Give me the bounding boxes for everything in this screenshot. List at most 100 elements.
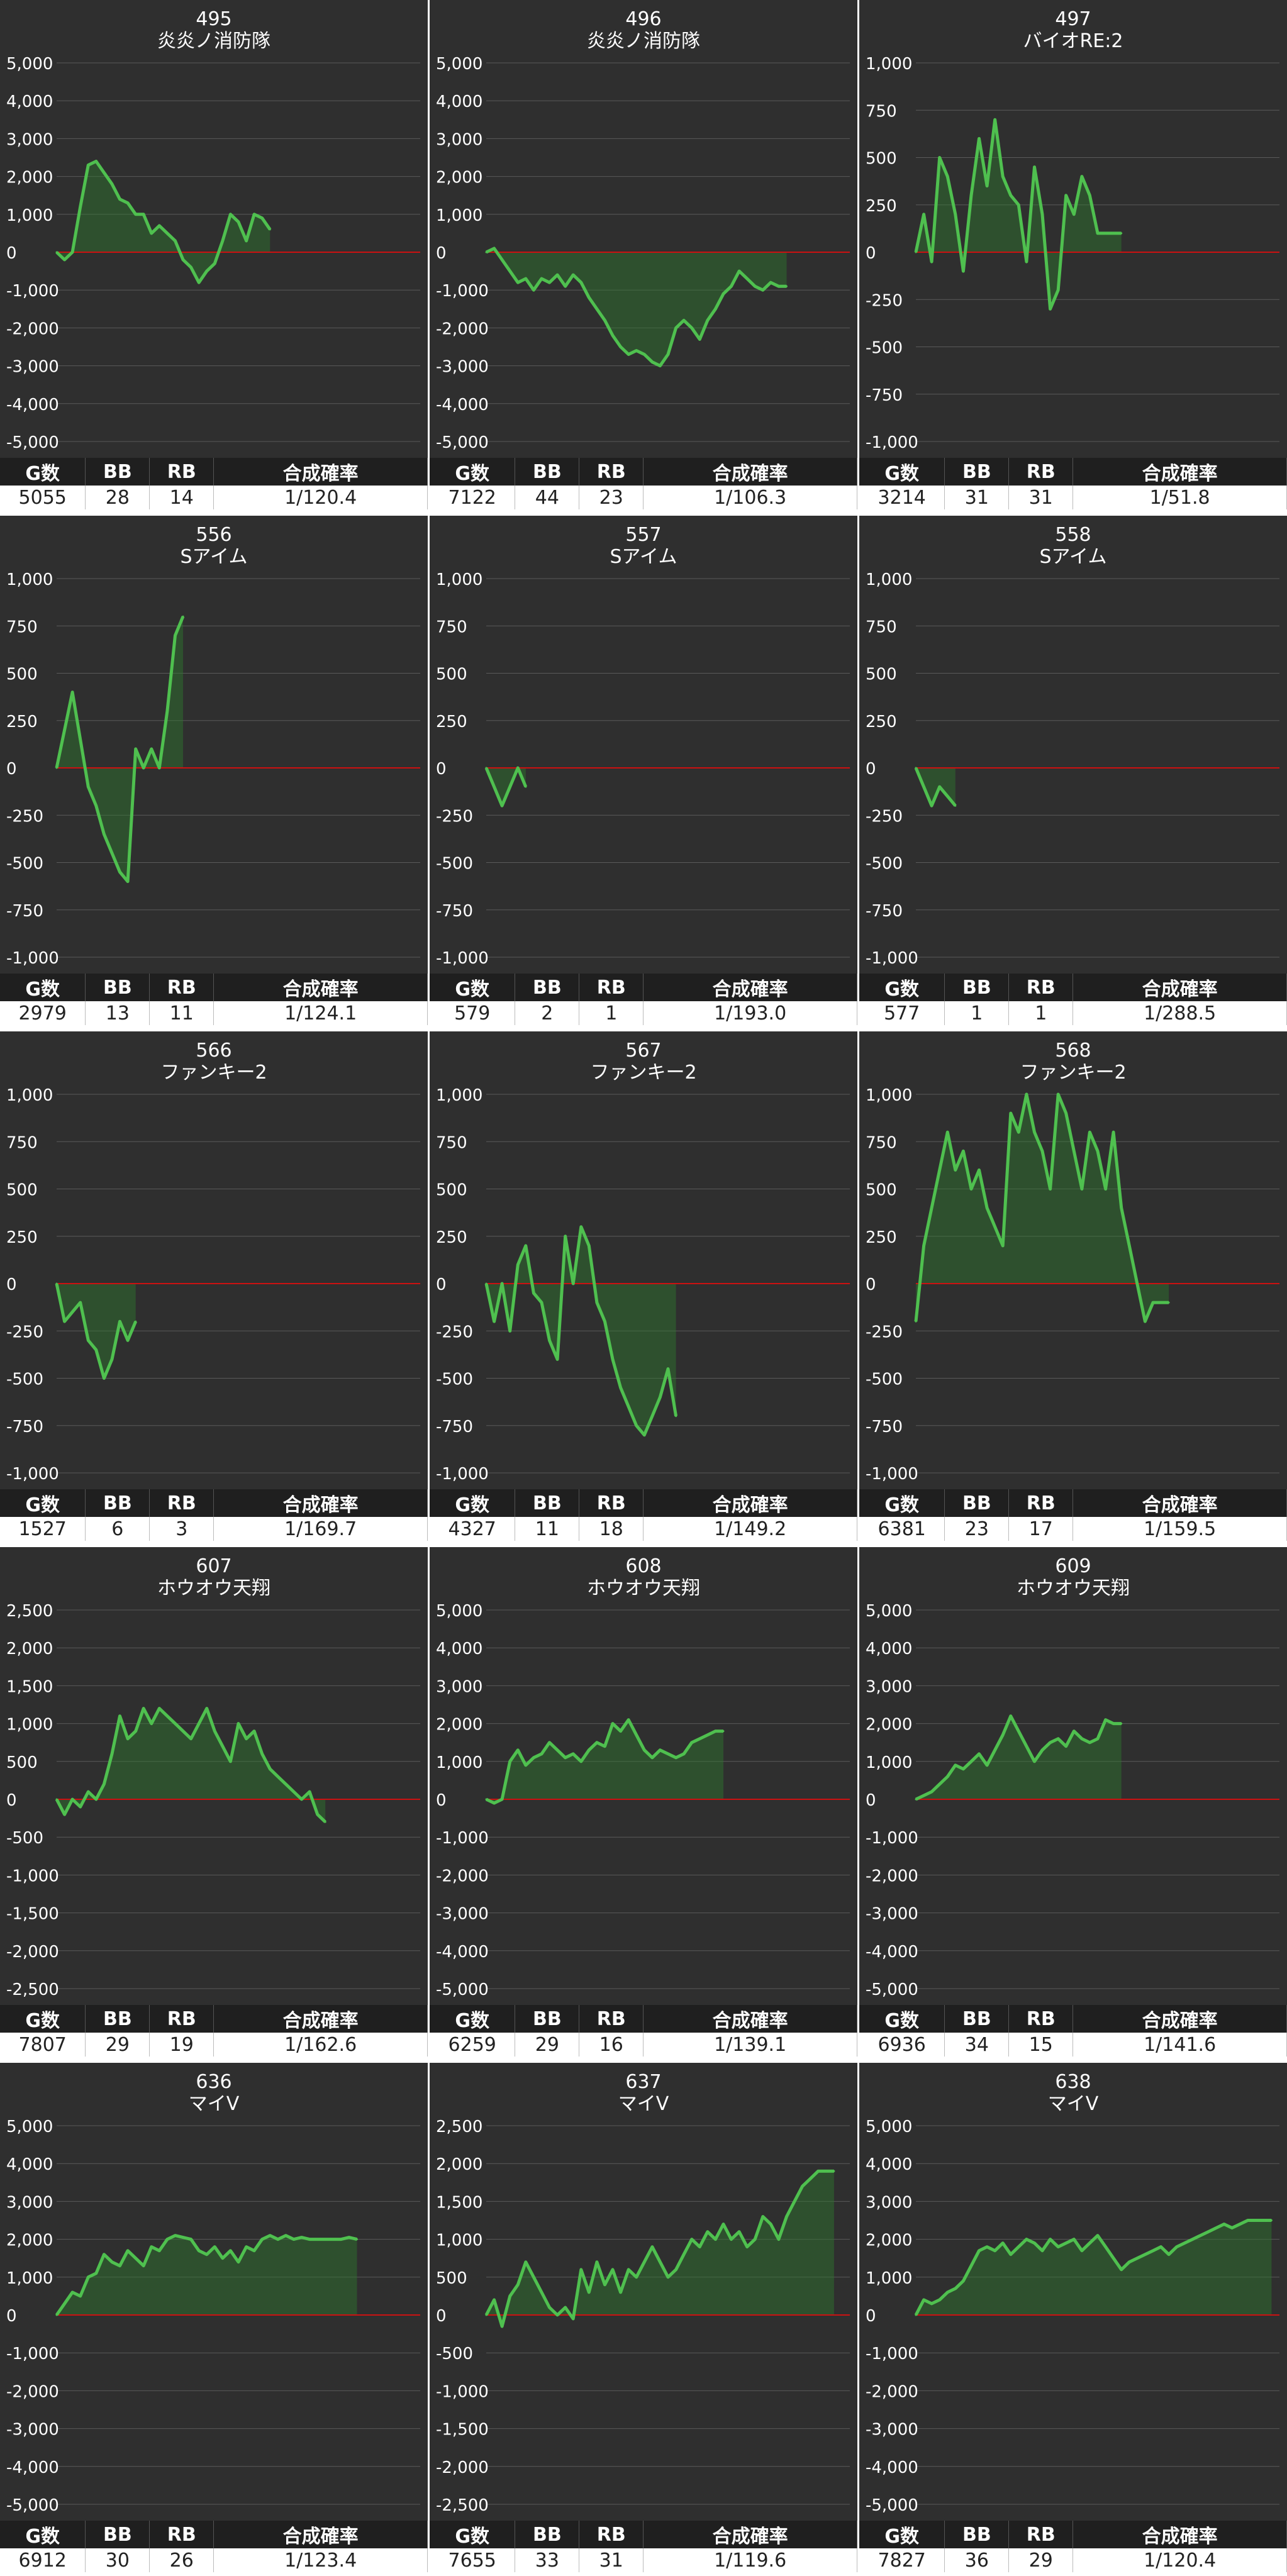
y-tick-label: 0 [866,1791,876,1810]
y-tick-label: -750 [866,902,903,921]
data-point [158,1707,160,1709]
stat-rate: 1/149.2 [643,1517,857,1541]
y-tick-label: 0 [436,1275,447,1294]
data-point [611,334,614,336]
y-tick-label: 0 [436,760,447,779]
y-tick-label: -3,000 [6,358,59,377]
stat-rate: 1/119.6 [643,2548,857,2572]
y-tick-label: -500 [436,2345,473,2363]
data-point [95,804,98,807]
data-point [55,251,58,253]
header-bb: BB [515,2005,580,2033]
header-games: G数 [859,458,945,486]
data-point [627,1719,630,1721]
machine-number: 638 [1055,2071,1091,2093]
stats-table: G数 BB RB 合成確率 2979 13 11 1/124.1 [0,974,428,1025]
y-tick-label: 1,000 [6,570,53,589]
y-tick-label: 2,000 [866,2231,912,2250]
data-point [229,2250,231,2252]
y-tick-label: 2,000 [436,1716,482,1735]
data-point [213,262,216,265]
y-tick-label: 1,000 [866,570,912,589]
y-tick-label: -500 [866,1370,903,1389]
header-rb: RB [579,2005,644,2033]
data-point [111,183,113,186]
data-point [667,1753,669,1755]
y-tick-label: 1,000 [866,1753,912,1772]
header-games: G数 [0,2005,86,2033]
data-point [954,1764,957,1767]
stat-rb: 15 [1008,2033,1074,2057]
data-point [1136,1282,1139,1285]
y-tick-label: 0 [436,1791,447,1810]
stat-bb: 31 [944,486,1010,509]
data-point [1041,1749,1044,1752]
data-point [340,2238,342,2241]
stat-rb: 17 [1008,1517,1074,1541]
machine-name: ファンキー2 [160,1062,267,1084]
data-point [730,2238,732,2241]
data-point [348,2236,350,2239]
data-point [1049,308,1052,310]
machine-name: ファンキー2 [590,1062,696,1084]
data-point [809,2177,811,2180]
stat-rate: 1/120.4 [213,486,428,509]
data-point [643,2261,645,2263]
data-point [738,270,740,272]
stat-rate: 1/106.3 [643,486,857,509]
y-tick-label: -1,000 [6,949,59,968]
data-point [651,361,654,364]
data-point [166,232,169,235]
machine-panel-496: 496 炎炎ノ消防隊 5,000 4,000 3,000 2,000 1,000 0 -1,00… [430,0,857,509]
y-tick-label: -250 [866,1323,903,1341]
data-point [611,1358,614,1360]
data-point [301,2236,303,2239]
data-point [87,2276,89,2279]
machine-panel-609: 609 ホウオウ天翔 5,000 4,000 3,000 2,000 1,000 0 -1,00… [859,1547,1287,2057]
stat-games: 4327 [430,1517,516,1541]
data-point [245,1738,248,1740]
machine-panel-495: 495 炎炎ノ消防隊 5,000 4,000 3,000 2,000 1,000 0 -1,00… [0,0,428,509]
y-tick-label: -500 [436,1370,473,1389]
header-rb: RB [579,2521,644,2548]
data-point [1105,1719,1107,1721]
stat-rate: 1/123.4 [213,2548,428,2572]
data-point [611,2268,614,2271]
data-point [119,2265,121,2267]
y-tick-label: 2,000 [436,2155,482,2174]
y-tick-label: 5,000 [866,1602,912,1621]
data-point [588,2291,590,2294]
y-tick-label: -500 [6,1370,43,1389]
data-point [516,2284,519,2286]
data-point [682,319,685,321]
data-point [301,1798,303,1801]
machine-number: 566 [196,1040,231,1062]
header-rb: RB [579,458,644,486]
machine-name: ファンキー2 [1020,1062,1126,1084]
y-tick-label: -2,000 [436,319,489,338]
header-rb: RB [149,1489,214,1517]
data-point [509,1330,511,1332]
y-tick-label: -4,000 [866,2458,918,2477]
data-point [643,1749,645,1752]
data-point [126,202,129,204]
data-point [1041,2250,1044,2252]
machine-panel-566: 566 ファンキー2 1,000 750 500 250 0 -250 -500 -750 -1,0… [0,1031,428,1541]
data-point [206,2253,208,2256]
data-point [564,285,567,287]
machine-panel-568: 568 ファンキー2 1,000 750 500 250 0 -250 -500 -750 -1,0… [859,1031,1287,1541]
data-point [627,353,630,355]
y-tick-label: -2,000 [866,2382,918,2401]
data-point [1034,2242,1035,2245]
y-tick-label: 5,000 [6,55,53,74]
y-tick-label: 5,000 [6,2118,53,2136]
data-point [978,2250,980,2252]
data-point [564,2306,567,2309]
data-point [970,194,972,197]
data-point [1096,1738,1099,1740]
header-rate: 合成確率 [213,1489,428,1517]
data-point [87,164,89,166]
data-point [111,2261,113,2263]
stat-rate: 1/51.8 [1072,486,1287,509]
